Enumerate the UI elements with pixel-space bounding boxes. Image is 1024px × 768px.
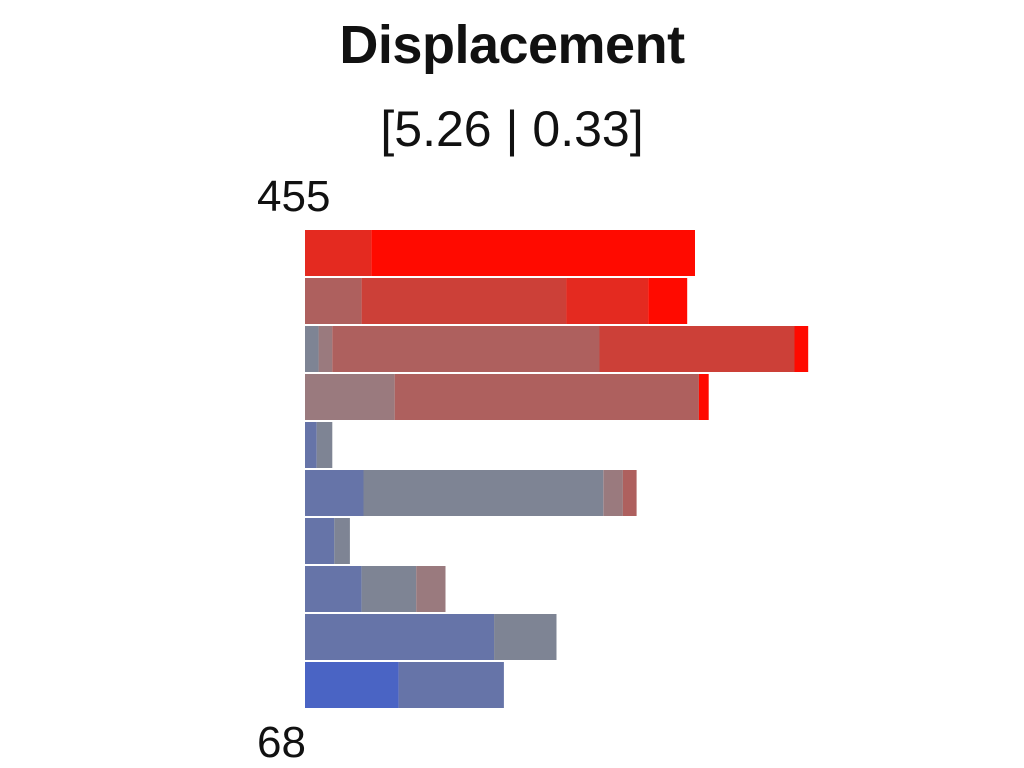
chart-subtitle: [5.26 | 0.33]	[380, 101, 644, 157]
bar-row-0-segment-7	[371, 230, 695, 276]
bar-row-1-segment-6	[566, 278, 649, 324]
chart-title: Displacement	[339, 15, 685, 75]
bar-row-7-segment-2	[361, 566, 417, 612]
bar-row-5-segment-2	[363, 470, 604, 516]
bar-row-1-segment-5	[361, 278, 567, 324]
bar-row-7-segment-1	[305, 566, 362, 612]
bar-row-5-segment-3	[603, 470, 623, 516]
bar-row-9-segment-0	[305, 662, 399, 708]
bar-row-6-segment-1	[305, 518, 335, 564]
bar-row-3-segment-7	[698, 374, 709, 420]
bar-row-4-segment-2	[316, 422, 333, 468]
bar-row-6-segment-2	[334, 518, 350, 564]
bar-row-3-segment-4	[394, 374, 699, 420]
bar-row-4-segment-1	[305, 422, 317, 468]
bar-row-7-segment-3	[416, 566, 446, 612]
axis-max-label: 455	[257, 172, 331, 221]
bar-row-1-segment-7	[648, 278, 688, 324]
bar-row-2-segment-5	[599, 326, 795, 372]
bar-row-2-segment-4	[332, 326, 600, 372]
bar-row-5-segment-1	[305, 470, 364, 516]
bar-row-2-segment-2	[305, 326, 319, 372]
bar-row-0-segment-6	[305, 230, 372, 276]
bar-row-1-segment-4	[305, 278, 362, 324]
bar-row-2-segment-3	[318, 326, 333, 372]
bar-row-8-segment-1	[305, 614, 495, 660]
bar-row-5-segment-4	[622, 470, 637, 516]
bar-row-3-segment-3	[305, 374, 395, 420]
bar-row-9-segment-1	[398, 662, 504, 708]
bar-row-8-segment-2	[494, 614, 557, 660]
bar-row-2-segment-7	[794, 326, 809, 372]
axis-min-label: 68	[257, 718, 306, 767]
